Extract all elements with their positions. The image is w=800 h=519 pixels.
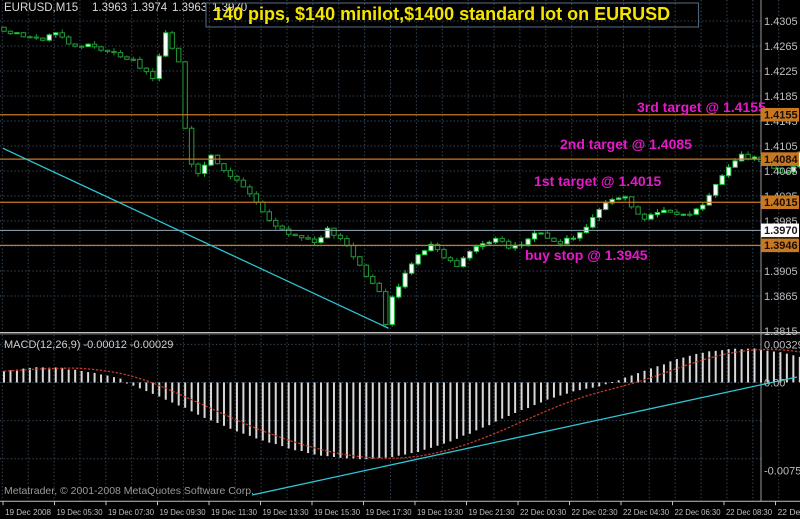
svg-text:1.3946: 1.3946 [764,240,798,252]
svg-text:1st target @ 1.4015: 1st target @ 1.4015 [534,173,661,189]
svg-text:1.3963: 1.3963 [172,2,207,14]
svg-text:19 Dec 13:30: 19 Dec 13:30 [263,507,309,517]
svg-text:0.00329: 0.00329 [764,339,800,351]
svg-text:EURUSD,M15: EURUSD,M15 [4,2,78,14]
svg-text:1.4265: 1.4265 [764,41,798,53]
svg-text:1.3970: 1.3970 [764,225,798,237]
svg-text:19 Dec 15:30: 19 Dec 15:30 [314,507,360,517]
svg-text:1.4065: 1.4065 [764,166,798,178]
svg-text:1.4155: 1.4155 [764,110,798,122]
svg-text:Metatrader, © 2001-2008 MetaQu: Metatrader, © 2001-2008 MetaQuotes Softw… [4,485,254,497]
svg-text:1.4105: 1.4105 [764,141,798,153]
svg-text:19 Dec 09:30: 19 Dec 09:30 [160,507,206,517]
svg-text:1.3865: 1.3865 [764,291,798,303]
svg-text:19 Dec 2008: 19 Dec 2008 [5,507,51,517]
svg-text:MACD(12,26,9) -0.00012 -0.0002: MACD(12,26,9) -0.00012 -0.00029 [4,339,173,351]
svg-text:19 Dec 07:30: 19 Dec 07:30 [108,507,154,517]
svg-text:22 Dec 02:30: 22 Dec 02:30 [572,507,618,517]
svg-text:1.3974: 1.3974 [132,2,168,14]
svg-text:1.4225: 1.4225 [764,66,798,78]
svg-text:22 Dec 08:30: 22 Dec 08:30 [726,507,772,517]
svg-text:19 Dec 11:30: 19 Dec 11:30 [211,507,257,517]
svg-text:1.4015: 1.4015 [764,197,798,209]
svg-text:140 pips, $140 minilot,$1400 s: 140 pips, $140 minilot,$1400 standard lo… [213,4,670,24]
svg-text:-0.00759: -0.00759 [764,466,800,478]
svg-text:19 Dec 21:30: 19 Dec 21:30 [469,507,515,517]
svg-text:22 Dec 10:3: 22 Dec 10:3 [778,507,800,517]
svg-text:19 Dec 05:30: 19 Dec 05:30 [57,507,103,517]
svg-text:22 Dec 06:30: 22 Dec 06:30 [675,507,721,517]
svg-text:1.4305: 1.4305 [764,16,798,28]
svg-text:19 Dec 19:30: 19 Dec 19:30 [417,507,463,517]
svg-text:2nd target @ 1.4085: 2nd target @ 1.4085 [560,136,692,152]
svg-text:1.3963: 1.3963 [92,2,127,14]
svg-text:1.3815: 1.3815 [764,326,798,338]
svg-text:1.4084: 1.4084 [764,154,799,166]
svg-text:22 Dec 04:30: 22 Dec 04:30 [623,507,669,517]
svg-text:19 Dec 17:30: 19 Dec 17:30 [366,507,412,517]
svg-text:0.00: 0.00 [764,378,785,390]
svg-text:22 Dec 00:30: 22 Dec 00:30 [520,507,566,517]
svg-text:1.3905: 1.3905 [764,266,798,278]
svg-text:1.4185: 1.4185 [764,91,798,103]
svg-text:buy stop @ 1.3945: buy stop @ 1.3945 [525,247,648,263]
svg-text:3rd target @ 1.4155: 3rd target @ 1.4155 [637,99,766,115]
